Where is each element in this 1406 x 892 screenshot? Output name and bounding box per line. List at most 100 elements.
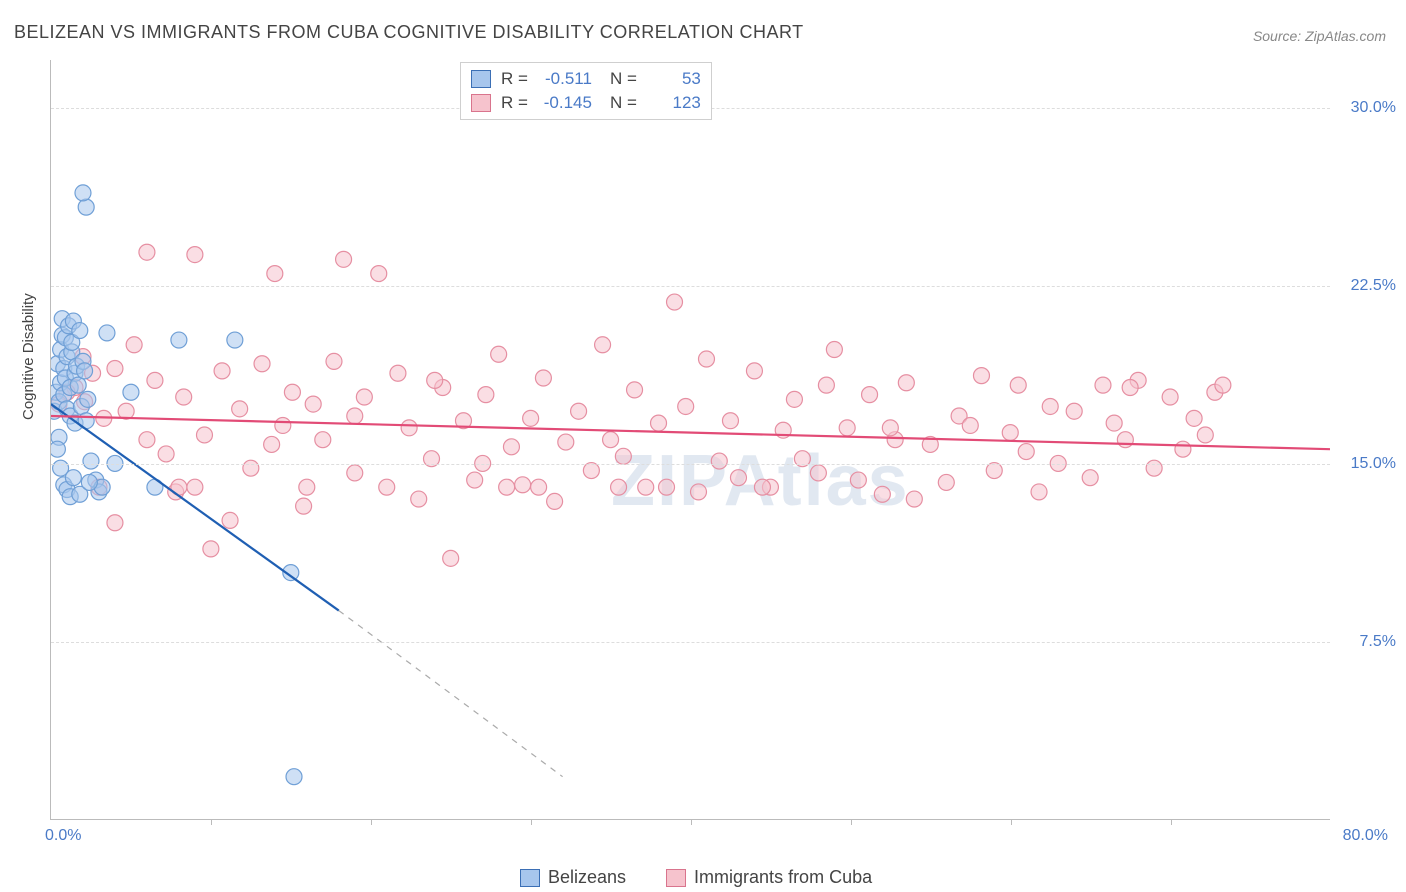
scatter-point	[296, 498, 312, 514]
scatter-point	[1018, 444, 1034, 460]
scatter-point	[305, 396, 321, 412]
scatter-point	[284, 384, 300, 400]
scatter-point	[286, 769, 302, 785]
scatter-point	[722, 413, 738, 429]
r-value: -0.511	[538, 69, 592, 89]
scatter-point	[691, 484, 707, 500]
scatter-point	[986, 463, 1002, 479]
scatter-point	[651, 415, 667, 431]
scatter-point	[80, 391, 96, 407]
n-value: 53	[647, 69, 701, 89]
scatter-point	[1082, 470, 1098, 486]
r-label: R =	[501, 93, 528, 113]
x-tick	[211, 819, 212, 825]
scatter-point	[336, 251, 352, 267]
scatter-point	[638, 479, 654, 495]
n-label: N =	[610, 69, 637, 89]
scatter-point	[176, 389, 192, 405]
scatter-point	[347, 408, 363, 424]
scatter-point	[51, 441, 65, 457]
trend-line	[51, 416, 1330, 449]
scatter-point	[275, 417, 291, 433]
scatter-point	[503, 439, 519, 455]
scatter-point	[1117, 432, 1133, 448]
scatter-point	[187, 479, 203, 495]
gridline-h	[51, 286, 1330, 287]
scatter-point	[730, 470, 746, 486]
scatter-point	[78, 199, 94, 215]
y-tick-label: 7.5%	[1360, 633, 1396, 651]
x-axis-label-max: 80.0%	[1343, 827, 1388, 845]
scatter-point	[443, 550, 459, 566]
scatter-point	[627, 382, 643, 398]
scatter-point	[523, 410, 539, 426]
scatter-point	[810, 465, 826, 481]
stats-legend-row: R = -0.511 N = 53	[471, 67, 701, 91]
scatter-point	[839, 420, 855, 436]
scatter-point	[818, 377, 834, 393]
legend-swatch	[471, 70, 491, 88]
x-axis-label-min: 0.0%	[45, 827, 81, 845]
scatter-point	[1175, 441, 1191, 457]
scatter-point	[906, 491, 922, 507]
scatter-point	[1002, 425, 1018, 441]
scatter-point	[299, 479, 315, 495]
stats-legend: R = -0.511 N = 53R =-0.145N =123	[460, 62, 712, 120]
scatter-point	[611, 479, 627, 495]
scatter-point	[427, 372, 443, 388]
scatter-point	[158, 446, 174, 462]
scatter-point	[547, 493, 563, 509]
scatter-point	[72, 323, 88, 339]
scatter-point	[81, 474, 97, 490]
scatter-point	[356, 389, 372, 405]
scatter-point	[65, 470, 81, 486]
scatter-point	[535, 370, 551, 386]
scatter-point	[898, 375, 914, 391]
scatter-point	[326, 353, 342, 369]
scatter-point	[786, 391, 802, 407]
scatter-point	[222, 512, 238, 528]
scatter-point	[171, 332, 187, 348]
scatter-point	[1095, 377, 1111, 393]
scatter-point	[478, 387, 494, 403]
scatter-point	[659, 479, 675, 495]
x-tick	[851, 819, 852, 825]
scatter-point	[1197, 427, 1213, 443]
scatter-point	[1146, 460, 1162, 476]
scatter-point	[267, 266, 283, 282]
trend-line-extrapolated	[339, 611, 563, 777]
scatter-point	[227, 332, 243, 348]
scatter-point	[595, 337, 611, 353]
scatter-point	[850, 472, 866, 488]
scatter-point	[667, 294, 683, 310]
scatter-point	[196, 427, 212, 443]
x-tick	[531, 819, 532, 825]
scatter-point	[126, 337, 142, 353]
legend-swatch	[471, 94, 491, 112]
gridline-h	[51, 464, 1330, 465]
scatter-point	[83, 453, 99, 469]
scatter-point	[938, 474, 954, 490]
scatter-point	[232, 401, 248, 417]
scatter-point	[711, 453, 727, 469]
scatter-point	[746, 363, 762, 379]
scatter-point	[139, 244, 155, 260]
scatter-point	[203, 541, 219, 557]
scatter-point	[315, 432, 331, 448]
scatter-point	[347, 465, 363, 481]
scatter-point	[243, 460, 259, 476]
scatter-point	[467, 472, 483, 488]
scatter-point	[371, 266, 387, 282]
stats-legend-row: R =-0.145N =123	[471, 91, 701, 115]
series-legend: BelizeansImmigrants from Cuba	[520, 867, 872, 888]
scatter-point	[254, 356, 270, 372]
scatter-point	[583, 463, 599, 479]
scatter-point	[754, 479, 770, 495]
r-label: R =	[501, 69, 528, 89]
x-tick	[1171, 819, 1172, 825]
y-tick-label: 22.5%	[1351, 277, 1396, 295]
scatter-point	[962, 417, 978, 433]
scatter-point	[139, 432, 155, 448]
scatter-point	[515, 477, 531, 493]
scatter-point	[698, 351, 714, 367]
